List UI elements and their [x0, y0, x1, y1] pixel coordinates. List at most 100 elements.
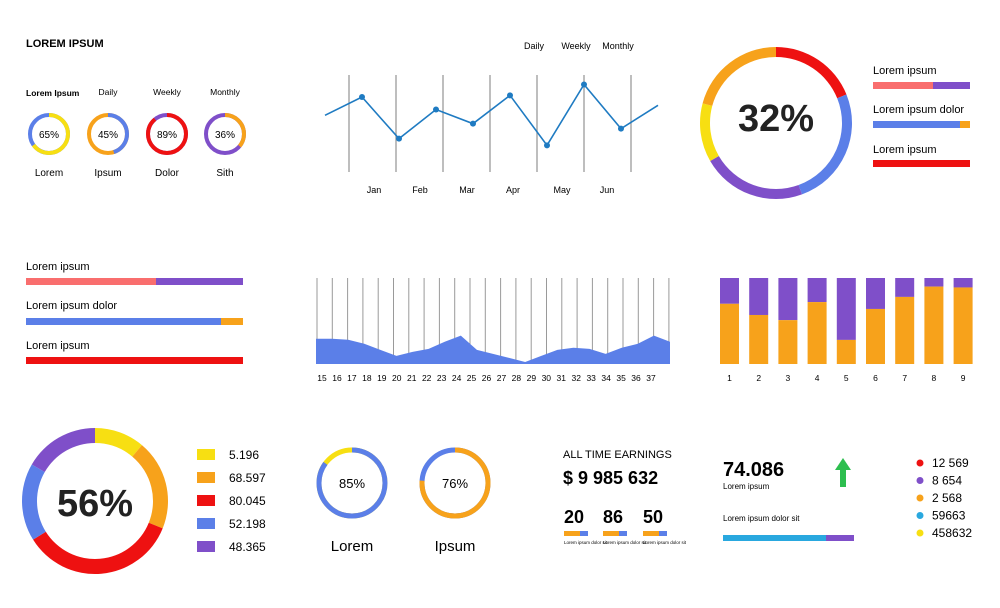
left-bar-1a [26, 278, 156, 285]
area-chart: 15 16 17 18 19 20 21 22 23 24 25 26 27 28 29 30 31 32 33 34… [316, 278, 670, 383]
stack-xlabel-6: 6 [873, 373, 878, 383]
left-bar-2b [221, 318, 243, 325]
line-point-4 [433, 106, 439, 113]
legend-top-bar-1a [873, 82, 933, 89]
area-xlabel-20: 34 [601, 373, 611, 383]
stack-xlabel-9: 9 [961, 373, 966, 383]
area-xlabel-4: 18 [362, 373, 372, 383]
donut-top-seg-5 [702, 47, 776, 106]
mini-ring-3-arc [146, 113, 188, 155]
tab-monthly[interactable]: Monthly [602, 41, 634, 51]
line-point-5 [470, 120, 476, 127]
bottom-ring-value-1: 85% [339, 476, 365, 491]
legend-top-bar-2a [873, 121, 960, 128]
earnings-stat-value-1: 20 [564, 507, 584, 527]
area-xlabel-15: 29 [527, 373, 537, 383]
col-weekly-label: Weekly [153, 87, 181, 97]
legend-top-label-1: Lorem ipsum [873, 65, 937, 77]
earnings-title: ALL TIME EARNINGS [563, 449, 672, 461]
kpi-bar-a [723, 535, 826, 541]
col-daily-label: Daily [99, 87, 119, 97]
earnings-stat-caption-1: Lorem ipsum dolor sit [564, 540, 608, 545]
legend-value-5: 48.365 [229, 540, 266, 554]
area-xlabel-6: 20 [392, 373, 402, 383]
earnings-stat-bar-a-3 [643, 531, 659, 536]
donut-top-seg-2 [798, 94, 853, 195]
mini-ring-value-1: 65% [39, 130, 59, 141]
kpi-value: 74.086 [723, 459, 784, 481]
earnings-stat-value-3: 50 [643, 507, 663, 527]
legend-top-bar-2b [960, 121, 970, 128]
earnings-stat-bar-b-3 [659, 531, 667, 536]
earnings-stat-bar-b-1 [580, 531, 588, 536]
stack-bar-bottom-8 [924, 286, 944, 364]
stack-bar-bottom-7 [895, 296, 915, 364]
earnings-stat-bar-a-1 [564, 531, 580, 536]
area-xlabel-22: 36 [631, 373, 641, 383]
earnings-stat-value-2: 86 [603, 507, 623, 527]
stack-bar-bottom-5 [836, 339, 856, 364]
line-xlabel-1: Jan [367, 185, 382, 195]
dot-list-value-2: 8 654 [932, 474, 962, 488]
col-monthly-label: Monthly [210, 87, 241, 97]
donut-bottom-seg-2 [132, 445, 168, 529]
legend-swatch-5 [197, 541, 215, 552]
line-xlabel-6: Jun [600, 185, 615, 195]
dot-list-marker-1 [916, 459, 924, 467]
dot-list-marker-3 [916, 494, 924, 502]
legend-value-2: 68.597 [229, 471, 266, 485]
row-label: Lorem Ipsum [26, 88, 80, 98]
legend-top-bar-1b [933, 82, 970, 89]
area-xlabel-1: 15 [317, 373, 327, 383]
kpi-bar-label: Lorem ipsum dolor sit [723, 514, 800, 523]
earnings-stat-caption-3: Lorem ipsum dolor sit [643, 540, 687, 545]
legend-value-1: 5.196 [229, 448, 259, 462]
donut-top [700, 47, 853, 200]
line-point-9 [618, 125, 624, 132]
tab-weekly[interactable]: Weekly [561, 41, 591, 51]
donut-top-seg-4 [700, 103, 719, 161]
donut-top-label: 32% [738, 98, 814, 140]
stack-xlabel-8: 8 [932, 373, 937, 383]
line-xlabel-3: Mar [459, 185, 475, 195]
tab-daily[interactable]: Daily [524, 41, 545, 51]
line-xlabel-4: Apr [506, 185, 520, 195]
kpi-bar-b [826, 535, 854, 541]
stack-bar-top-3 [778, 278, 798, 321]
bottom-ring-1-arc [316, 447, 388, 519]
donut-bottom-label: 56% [57, 483, 133, 525]
stack-xlabel-3: 3 [786, 373, 791, 383]
stack-bar-top-1 [720, 278, 739, 304]
area-xlabel-9: 23 [437, 373, 447, 383]
earnings-amount: $ 9 985 632 [563, 468, 658, 488]
area-xlabel-8: 22 [422, 373, 432, 383]
area-xlabel-21: 35 [616, 373, 626, 383]
mini-ring-value-4: 36% [215, 130, 235, 141]
area-xlabel-2: 16 [332, 373, 342, 383]
dot-list-value-1: 12 569 [932, 456, 969, 470]
area-xlabel-12: 26 [482, 373, 492, 383]
stack-xlabel-4: 4 [815, 373, 820, 383]
mini-ring-4-arc [204, 113, 246, 155]
stack-xlabel-5: 5 [844, 373, 849, 383]
legend-swatch-1 [197, 449, 215, 460]
legend-value-4: 52.198 [229, 517, 266, 531]
line-point-7 [544, 142, 550, 149]
legend-swatch-3 [197, 495, 215, 506]
area-xlabel-14: 28 [512, 373, 522, 383]
left-bar-label-1: Lorem ipsum [26, 261, 90, 273]
mini-ring-value-2: 45% [98, 130, 118, 141]
stack-bar-top-6 [866, 278, 885, 309]
area-xlabel-3: 17 [347, 373, 357, 383]
stack-bar-bottom-1 [720, 303, 739, 364]
line-xlabel-5: May [553, 185, 571, 195]
stack-bar-bottom-2 [749, 314, 769, 364]
stack-xlabel-1: 1 [727, 373, 732, 383]
stack-xlabel-7: 7 [902, 373, 907, 383]
donut-bottom-seg-1 [95, 428, 142, 457]
dot-list-value-3: 2 568 [932, 491, 962, 505]
earnings-stat-bar-b-2 [619, 531, 627, 536]
donut-bottom-seg-4 [22, 464, 46, 540]
donut-bottom-seg-3 [33, 522, 163, 574]
